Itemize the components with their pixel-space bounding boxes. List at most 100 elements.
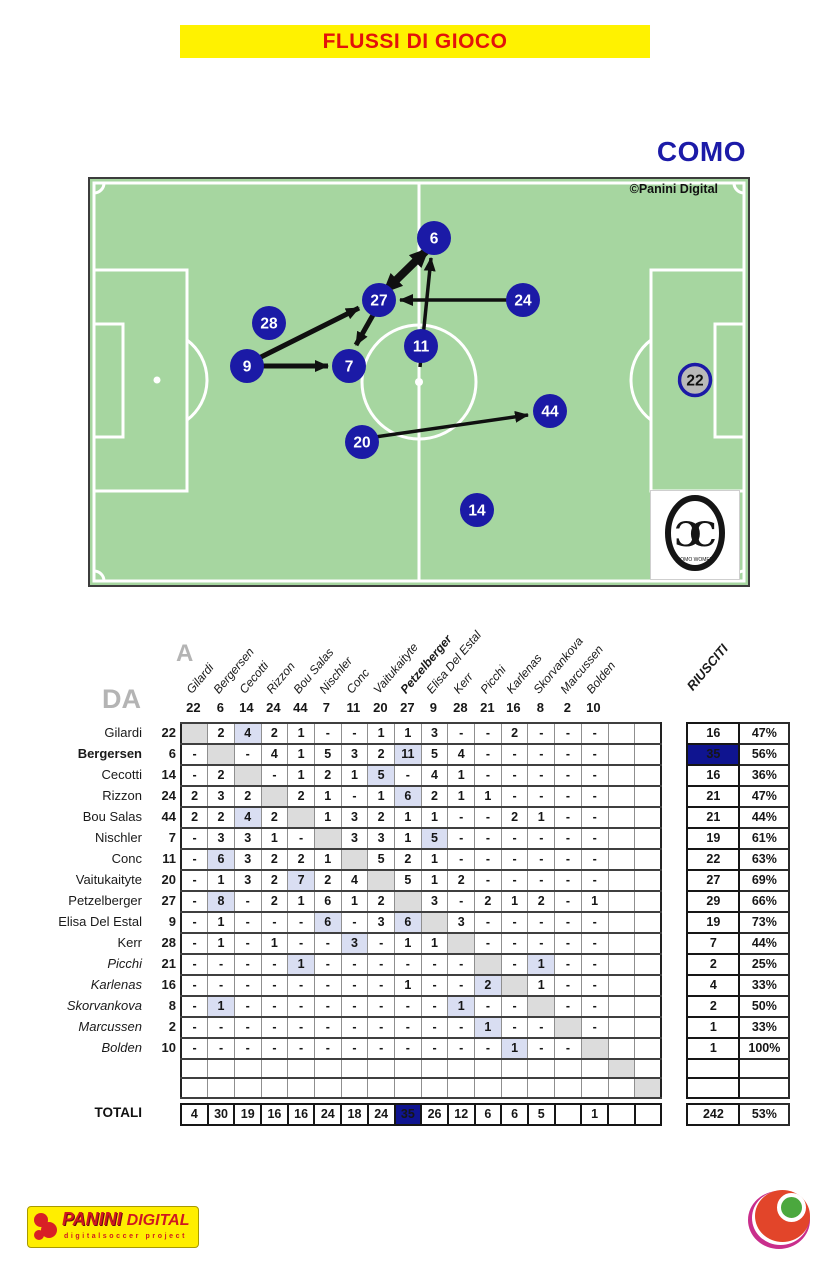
matrix-cell: 6 (313, 890, 342, 913)
matrix-cell: - (260, 953, 289, 976)
player-node-27: 27 (362, 283, 396, 317)
matrix-cell: 3 (233, 848, 262, 871)
matrix-cell: - (527, 932, 556, 955)
matrix-row: - - - - - - - - - - -1- - -1 33% (180, 1016, 791, 1039)
matrix-cell: 2 (260, 848, 289, 871)
matrix-cell: - (340, 722, 369, 745)
pass-arrow (381, 246, 431, 295)
matrix-cell: - (554, 806, 582, 829)
matrix-cell: - (420, 953, 449, 976)
row-label-10: Bolden 10 (40, 1037, 176, 1058)
matrix-cell: - (580, 995, 609, 1018)
matrix-cell: - (287, 932, 315, 955)
riusciti-pct-cell: 33% (738, 1016, 791, 1039)
matrix-cell (554, 1057, 582, 1080)
riusciti-total-cell: 2 (686, 995, 741, 1018)
matrix-cell: 2 (527, 890, 556, 913)
matrix-cell: - (554, 869, 582, 892)
player-name: Cecotti (101, 767, 142, 782)
matrix-gap (661, 870, 687, 891)
matrix-cell: - (474, 995, 502, 1018)
matrix-cell (634, 953, 663, 976)
matrix-cell (500, 974, 529, 997)
panini-brand-text: PANINI (62, 1209, 122, 1229)
matrix-cell: 2 (207, 764, 235, 787)
matrix-cell: - (180, 890, 209, 913)
matrix-cell: - (580, 911, 609, 934)
matrix-cell: - (447, 974, 476, 997)
matrix-cell: - (580, 932, 609, 955)
matrix-cell: - (447, 1037, 476, 1060)
matrix-cell (607, 1016, 636, 1039)
matrix-cell (607, 1077, 636, 1099)
player-nodes: 6 27 24 28 11 9 7 22 44 20 14 (230, 221, 713, 527)
matrix-cell (607, 785, 636, 808)
matrix-cell: - (554, 953, 582, 976)
matrix-cell: - (554, 911, 582, 934)
matrix-cell: - (180, 995, 209, 1018)
row-label-27: Petzelberger 27 (40, 890, 176, 911)
matrix-cell: 1 (500, 1037, 529, 1060)
matrix-cell (527, 1077, 556, 1099)
riusciti-total-cell (686, 1077, 741, 1099)
matrix-cell: - (500, 764, 529, 787)
matrix-cell: - (180, 953, 209, 976)
matrix-cell: 6 (313, 911, 342, 934)
matrix-cell: 1 (287, 743, 315, 766)
matrix-cell: - (554, 974, 582, 997)
svg-text:11: 11 (413, 339, 430, 356)
matrix-cell: - (394, 1016, 422, 1039)
matrix-cell: - (500, 995, 529, 1018)
player-number: 20 (161, 872, 176, 887)
riusciti-pct-cell: 47% (738, 722, 791, 745)
matrix-cell: 7 (287, 869, 315, 892)
pass-arrow (353, 313, 376, 347)
row-label-28: Kerr 28 (40, 932, 176, 953)
matrix-row: - - - - - - - - - - - -1- -1 100% (180, 1037, 791, 1060)
matrix-cell: 4 (233, 722, 262, 745)
matrix-cell: - (447, 953, 476, 976)
column-header-21: Picchi (477, 662, 509, 697)
matrix-gap (661, 912, 687, 933)
player-number: 14 (161, 767, 176, 782)
matrix-cell: 2 (233, 785, 262, 808)
matrix-cell: 2 (260, 869, 289, 892)
matrix-cell: - (474, 848, 502, 871)
matrix-cell: - (580, 722, 609, 745)
matrix-cell: - (554, 1037, 582, 1060)
matrix-cell: - (474, 827, 502, 850)
matrix-cell (607, 1057, 636, 1080)
matrix-gap (661, 1104, 687, 1125)
matrix-cell: 2 (500, 806, 529, 829)
player-node-9: 9 (230, 349, 264, 383)
matrix-row: 2 3 2 2 1-1 6 2 1 1- - - -21 47% (180, 785, 791, 808)
row-label-9: Elisa Del Estal 9 (40, 911, 176, 932)
matrix-cell: - (233, 974, 262, 997)
matrix-cell: 2 (474, 974, 502, 997)
matrix-cell: 1 (394, 722, 422, 745)
matrix-cell: 1 (527, 974, 556, 997)
matrix-row (180, 1077, 791, 1099)
matrix-cell: 2 (474, 890, 502, 913)
matrix-cell (634, 890, 663, 913)
matrix-cell: - (367, 953, 395, 976)
matrix-cell: 2 (207, 722, 235, 745)
matrix-cell (607, 743, 636, 766)
matrix-cell: 5 (420, 827, 449, 850)
matrix-cell: - (554, 890, 582, 913)
grand-pct-cell: 53% (738, 1102, 791, 1126)
matrix-cell (260, 1077, 289, 1099)
pitch-svg: 6 27 24 28 11 9 7 22 44 20 14 (92, 181, 746, 583)
matrix-cell: - (340, 1037, 369, 1060)
column-total-cell: 5 (526, 1102, 556, 1126)
row-label-7: Nischler 7 (40, 827, 176, 848)
badge-monogram-left: Ɔ (674, 515, 701, 555)
column-total-cell: 19 (233, 1102, 263, 1126)
matrix-cell: 8 (207, 890, 235, 913)
matrix-cell (634, 722, 663, 745)
matrix-row: - - - - - - - -1- -2 1- -4 33% (180, 974, 791, 997)
title-banner: FLUSSI DI GIOCO (180, 25, 650, 58)
matrix-cell: 2 (313, 869, 342, 892)
riusciti-pct-cell: 36% (738, 764, 791, 787)
player-name: Skorvankova (66, 998, 142, 1013)
